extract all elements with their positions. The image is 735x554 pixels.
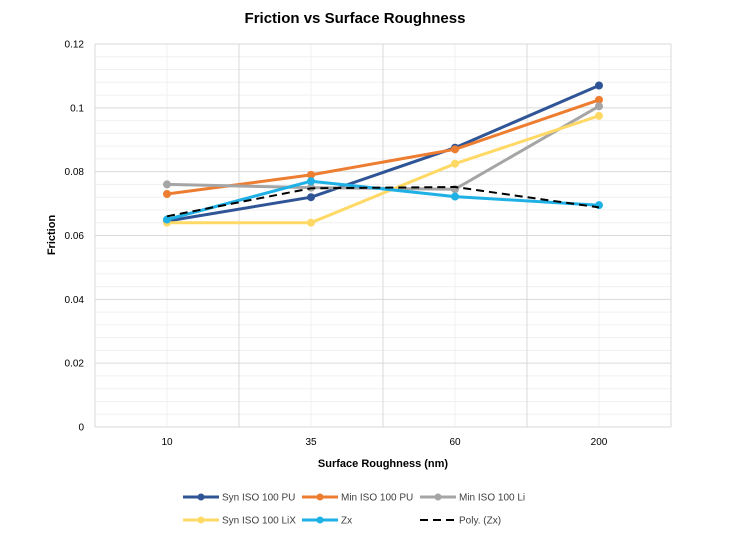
data-point bbox=[451, 159, 459, 168]
y-axis: 0 0.02 0.04 0.06 0.08 0.1 0.12 bbox=[65, 40, 85, 434]
series-line bbox=[165, 84, 601, 223]
x-tick-label: 10 bbox=[161, 437, 173, 448]
data-point bbox=[163, 180, 171, 189]
data-point bbox=[595, 102, 603, 111]
chart-grid bbox=[94, 43, 672, 428]
x-axis: 10 35 60 200 bbox=[161, 437, 607, 448]
y-tick-label: 0.02 bbox=[65, 359, 85, 370]
series-line bbox=[165, 98, 601, 196]
y-tick-label: 0.06 bbox=[65, 231, 85, 242]
y-tick-label: 0.08 bbox=[65, 167, 85, 178]
series-line bbox=[165, 114, 601, 225]
y-tick-label: 0 bbox=[78, 423, 84, 434]
y-tick-label: 0.1 bbox=[70, 103, 84, 114]
legend-label: Syn ISO 100 PU bbox=[222, 493, 295, 504]
data-point bbox=[451, 192, 459, 201]
legend-marker bbox=[316, 516, 324, 524]
series-layer bbox=[163, 81, 603, 227]
y-tick-label: 0.04 bbox=[65, 295, 85, 306]
legend-label: Syn ISO 100 LiX bbox=[222, 516, 296, 527]
data-point bbox=[163, 215, 171, 224]
legend-label: Min ISO 100 PU bbox=[341, 493, 413, 504]
data-point bbox=[163, 190, 171, 199]
legend-marker bbox=[434, 493, 442, 501]
x-tick-label: 35 bbox=[305, 437, 317, 448]
series-line bbox=[165, 179, 601, 221]
y-axis-title: Friction bbox=[46, 215, 58, 256]
legend-label: Zx bbox=[341, 516, 352, 527]
legend-marker bbox=[197, 516, 205, 524]
legend-marker bbox=[316, 493, 324, 501]
data-point bbox=[595, 81, 603, 90]
legend-label: Min ISO 100 Li bbox=[459, 493, 525, 504]
chart-title: Friction vs Surface Roughness bbox=[245, 10, 466, 27]
data-point bbox=[307, 193, 315, 202]
x-axis-title: Surface Roughness (nm) bbox=[318, 458, 449, 470]
legend: Syn ISO 100 PU Min ISO 100 PU Min ISO 100 … bbox=[183, 493, 525, 527]
data-point bbox=[307, 177, 315, 186]
y-tick-label: 0.12 bbox=[65, 40, 85, 51]
legend-label: Poly. (Zx) bbox=[459, 516, 501, 527]
x-tick-label: 60 bbox=[449, 437, 461, 448]
data-point bbox=[595, 111, 603, 120]
x-tick-label: 200 bbox=[591, 437, 608, 448]
data-point bbox=[451, 145, 459, 154]
data-point bbox=[307, 218, 315, 227]
legend-marker bbox=[197, 493, 205, 501]
